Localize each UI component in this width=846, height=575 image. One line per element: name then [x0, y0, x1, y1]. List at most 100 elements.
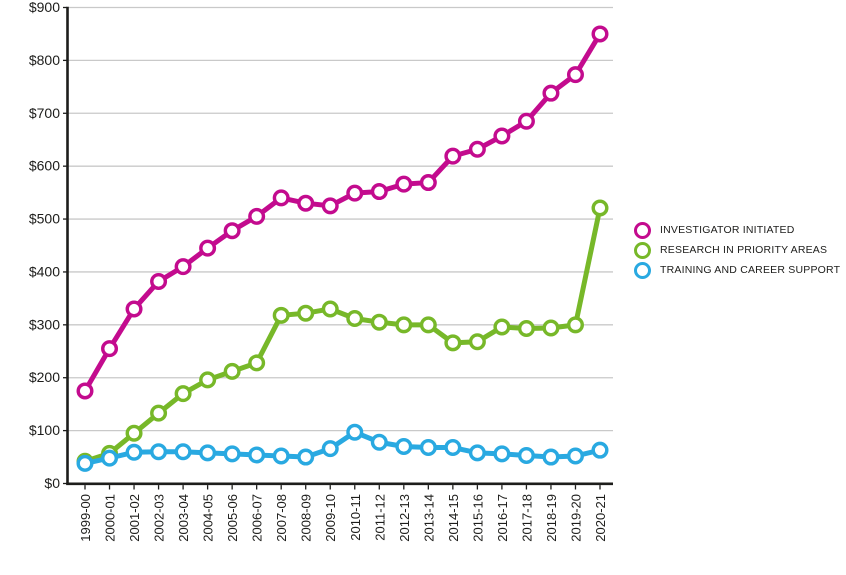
x-tick-label: 2013-14: [421, 494, 436, 542]
data-point-training-and-career-support: [174, 443, 192, 461]
data-point-research-in-priority-areas: [125, 424, 143, 442]
data-point-investigator-initiated: [76, 382, 94, 400]
data-point-investigator-initiated: [346, 184, 364, 202]
data-point-investigator-initiated: [150, 272, 168, 290]
data-point-training-and-career-support: [517, 446, 535, 464]
y-tick-label: $600: [29, 158, 60, 174]
data-point-training-and-career-support: [199, 444, 217, 462]
data-point-training-and-career-support: [493, 445, 511, 463]
x-tick-label: 2002-03: [152, 494, 167, 542]
data-point-investigator-initiated: [370, 183, 388, 201]
x-tick-label: 2018-19: [544, 494, 559, 542]
x-tick-label: 2019-20: [568, 494, 583, 542]
x-tick-label: 2001-02: [127, 494, 142, 542]
x-tick-label: 2008-09: [299, 494, 314, 542]
data-point-training-and-career-support: [321, 440, 339, 458]
data-point-research-in-priority-areas: [566, 316, 584, 334]
data-point-training-and-career-support: [248, 446, 266, 464]
data-point-training-and-career-support: [272, 447, 290, 465]
data-point-investigator-initiated: [248, 207, 266, 225]
data-point-research-in-priority-areas: [199, 371, 217, 389]
data-point-training-and-career-support: [370, 433, 388, 451]
series-line-training-and-career-support: [82, 429, 603, 466]
x-tick-label: 2015-16: [470, 494, 485, 542]
legend-swatch-circle-training-and-career-support: [634, 261, 651, 279]
data-point-investigator-initiated: [272, 189, 290, 207]
data-point-training-and-career-support: [542, 448, 560, 466]
legend-label: INVESTIGATOR INITIATED: [660, 224, 795, 236]
legend-item-training-and-career-support: TRAINING AND CAREER SUPPORT: [634, 260, 840, 280]
x-tick-label: 2014-15: [446, 494, 461, 542]
data-point-research-in-priority-areas: [370, 313, 388, 331]
x-tick-label: 1999-00: [78, 494, 93, 542]
data-point-research-in-priority-areas: [321, 300, 339, 318]
y-tick-label: $900: [29, 0, 60, 15]
x-tick-label: 2011-12: [372, 494, 387, 541]
x-tick-label: 2000-01: [103, 494, 118, 542]
chart-legend: INVESTIGATOR INITIATED RESEARCH IN PRIORI…: [634, 220, 840, 280]
y-tick-label: $200: [29, 369, 60, 385]
x-tick-label: 2007-08: [274, 494, 289, 542]
data-point-investigator-initiated: [419, 174, 437, 192]
data-point-investigator-initiated: [223, 222, 241, 240]
y-tick-label: $700: [29, 105, 60, 121]
data-point-training-and-career-support: [125, 443, 143, 461]
data-point-training-and-career-support: [346, 423, 364, 441]
data-point-training-and-career-support: [150, 443, 168, 461]
data-point-investigator-initiated: [493, 127, 511, 145]
data-point-investigator-initiated: [444, 147, 462, 165]
data-point-research-in-priority-areas: [297, 304, 315, 322]
y-tick-label: $800: [29, 52, 60, 68]
data-point-research-in-priority-areas: [174, 385, 192, 403]
x-tick-label: 2012-13: [397, 494, 412, 542]
x-tick-label: 2020-21: [593, 494, 608, 542]
y-tick-label: $300: [29, 316, 60, 332]
data-point-research-in-priority-areas: [395, 316, 413, 334]
data-point-research-in-priority-areas: [346, 309, 364, 327]
data-point-investigator-initiated: [468, 140, 486, 158]
data-point-research-in-priority-areas: [517, 320, 535, 338]
data-point-research-in-priority-areas: [419, 316, 437, 334]
data-point-training-and-career-support: [591, 441, 609, 459]
data-point-investigator-initiated: [517, 112, 535, 130]
data-point-research-in-priority-areas: [150, 404, 168, 422]
data-point-research-in-priority-areas: [468, 333, 486, 351]
data-point-training-and-career-support: [444, 439, 462, 457]
x-tick-label: 2009-10: [323, 494, 338, 542]
data-point-research-in-priority-areas: [493, 318, 511, 336]
data-point-investigator-initiated: [321, 197, 339, 215]
data-point-research-in-priority-areas: [444, 334, 462, 352]
data-point-research-in-priority-areas: [591, 199, 609, 217]
data-point-investigator-initiated: [101, 340, 119, 358]
legend-label: RESEARCH IN PRIORITY AREAS: [660, 244, 828, 256]
data-point-research-in-priority-areas: [272, 306, 290, 324]
legend-label: TRAINING AND CAREER SUPPORT: [660, 264, 841, 276]
legend-item-research-in-priority-areas: RESEARCH IN PRIORITY AREAS: [634, 240, 840, 260]
x-tick-label: 2017-18: [519, 494, 534, 542]
y-tick-label: $400: [29, 263, 60, 279]
series-line-investigator-initiated: [82, 31, 603, 394]
x-tick-label: 2010-11: [348, 494, 363, 541]
x-tick-label: 2003-04: [176, 494, 191, 542]
data-point-research-in-priority-areas: [223, 362, 241, 380]
data-point-training-and-career-support: [101, 449, 119, 467]
data-point-investigator-initiated: [297, 194, 315, 212]
data-point-investigator-initiated: [395, 175, 413, 193]
data-point-investigator-initiated: [174, 258, 192, 276]
legend-swatch-circle-research-in-priority-areas: [634, 241, 651, 259]
x-tick-label: 2006-07: [250, 494, 265, 542]
data-point-investigator-initiated: [542, 84, 560, 102]
data-point-investigator-initiated: [125, 300, 143, 318]
data-point-research-in-priority-areas: [248, 354, 266, 372]
data-point-training-and-career-support: [76, 454, 94, 472]
data-point-research-in-priority-areas: [542, 319, 560, 337]
data-point-investigator-initiated: [591, 25, 609, 43]
y-tick-label: $100: [29, 422, 60, 438]
data-point-training-and-career-support: [566, 447, 584, 465]
data-point-training-and-career-support: [223, 445, 241, 463]
legend-item-investigator-initiated: INVESTIGATOR INITIATED: [634, 220, 840, 240]
data-point-training-and-career-support: [419, 439, 437, 457]
x-tick-label: 2004-05: [201, 494, 216, 542]
data-point-investigator-initiated: [566, 66, 584, 84]
